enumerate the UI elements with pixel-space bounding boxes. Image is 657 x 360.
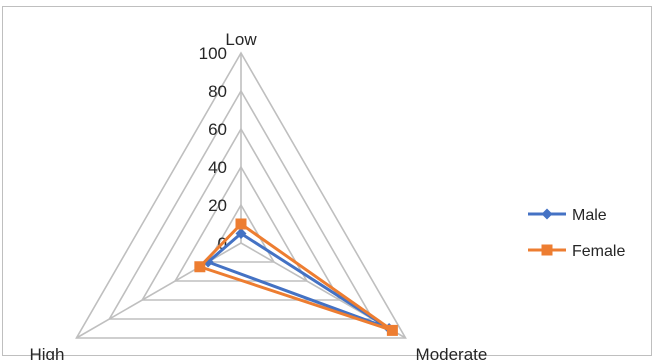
series-line bbox=[206, 232, 391, 330]
series-group bbox=[194, 218, 398, 336]
tick-label: 80 bbox=[208, 82, 227, 101]
series-line bbox=[198, 222, 394, 332]
series-female bbox=[194, 218, 398, 336]
grid-ring bbox=[140, 127, 342, 301]
data-point bbox=[235, 228, 247, 239]
grid-ring bbox=[75, 51, 407, 339]
legend: Male Female bbox=[528, 207, 625, 260]
tick-label: 60 bbox=[208, 120, 227, 139]
legend-label: Female bbox=[572, 243, 625, 260]
tick-label: 100 bbox=[199, 44, 227, 63]
category-label-moderate: Moderate bbox=[416, 345, 488, 360]
legend-item-male: Male bbox=[528, 207, 607, 224]
legend-marker bbox=[541, 208, 553, 220]
grid-spoke bbox=[76, 242, 242, 339]
category-label-high: High bbox=[29, 345, 64, 360]
legend-label: Male bbox=[572, 207, 607, 224]
grid-ring bbox=[107, 89, 375, 320]
legend-marker bbox=[541, 244, 553, 256]
category-label-low: Low bbox=[225, 30, 257, 49]
category-labels: Low Moderate High bbox=[29, 30, 487, 360]
legend-item-female: Female bbox=[528, 243, 625, 260]
grid-ring bbox=[206, 203, 276, 263]
tick-label: 40 bbox=[208, 158, 227, 177]
data-point bbox=[235, 218, 247, 230]
data-point bbox=[386, 324, 398, 336]
data-point bbox=[194, 261, 206, 273]
tick-label: 20 bbox=[208, 196, 227, 215]
radar-grid bbox=[75, 51, 407, 339]
chart-border bbox=[2, 6, 652, 356]
